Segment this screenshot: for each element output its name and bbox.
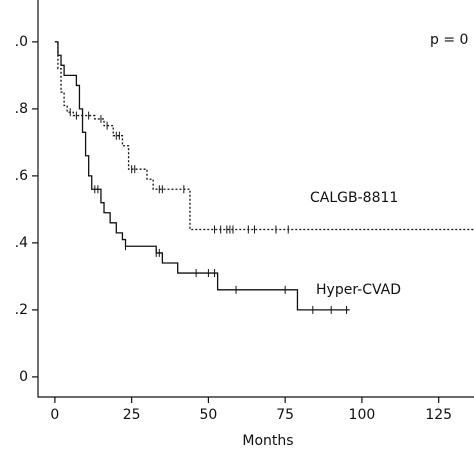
survival-curve (54, 41, 350, 311)
x-tick-label: 125 (425, 407, 452, 423)
series-label: CALGB-8811 (310, 190, 398, 206)
x-tick-label: 50 (199, 407, 217, 423)
survival-curve (54, 41, 474, 231)
x-axis-label: Months (242, 433, 293, 449)
y-tick-label: .8 (15, 101, 28, 117)
y-tick-label: .0 (15, 34, 28, 50)
y-tick-label: .6 (15, 168, 28, 184)
x-tick-label: 100 (349, 407, 376, 423)
series-label: Hyper-CVAD (316, 282, 401, 298)
x-tick-label: 25 (123, 407, 141, 423)
x-tick-label: 75 (276, 407, 294, 423)
y-tick-label: .4 (15, 235, 28, 251)
y-tick-label: 0 (19, 369, 28, 385)
y-tick-label: .2 (15, 302, 28, 318)
x-tick-label: 0 (50, 407, 59, 423)
p-value: p = 0 (430, 32, 468, 48)
axes (37, 0, 474, 398)
